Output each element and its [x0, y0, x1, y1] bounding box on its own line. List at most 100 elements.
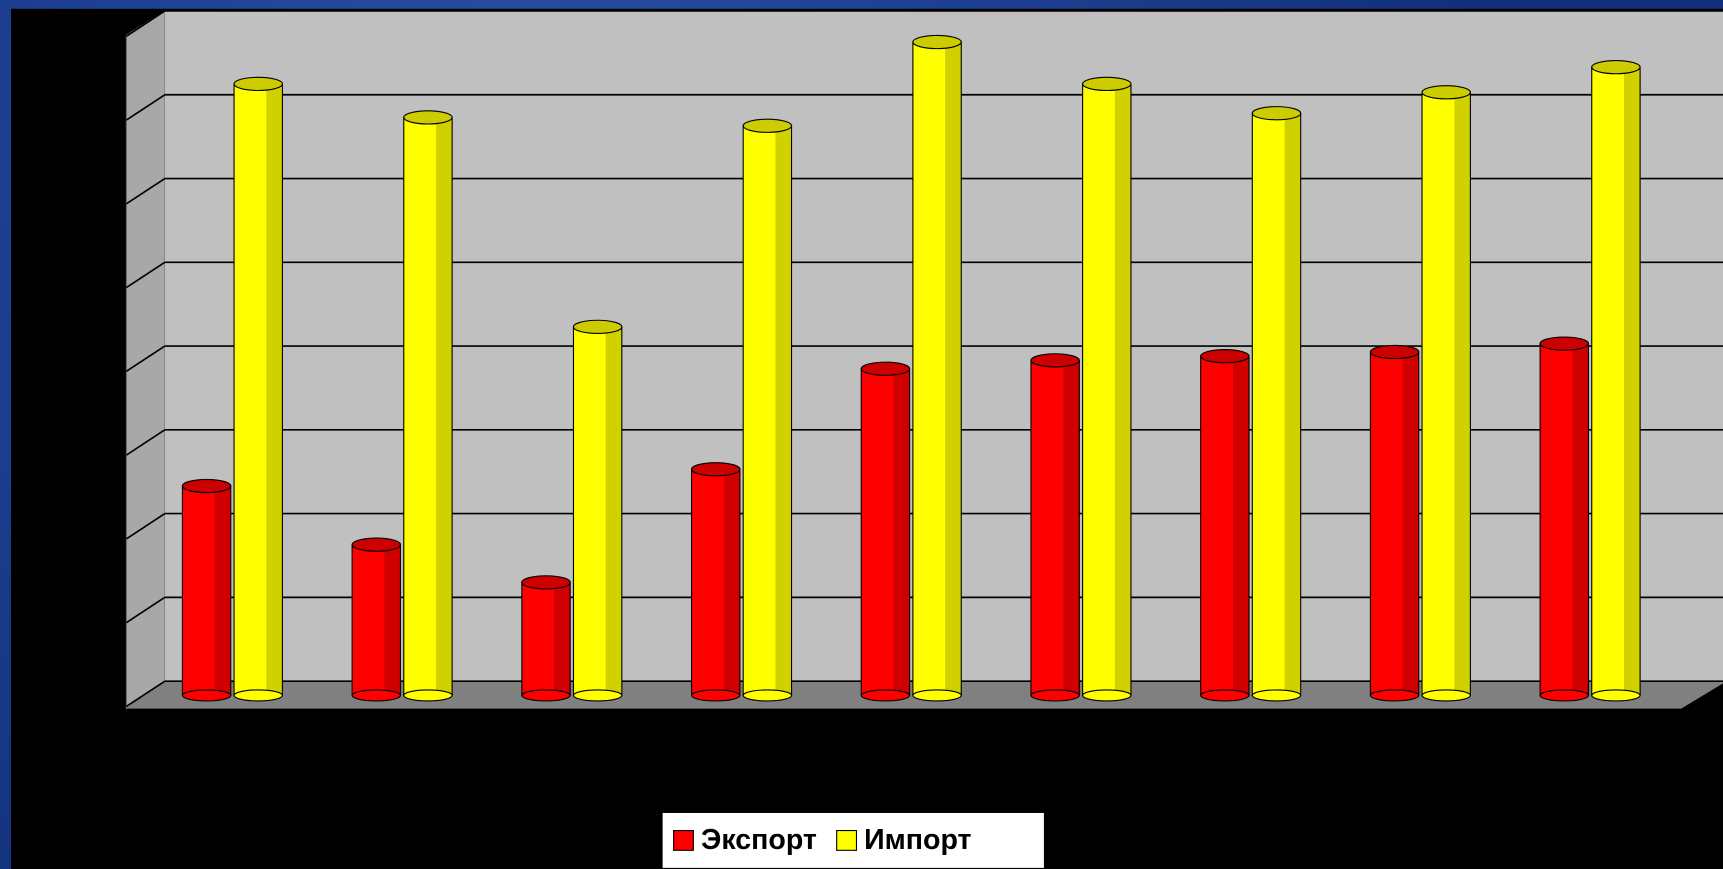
side-grid-line	[125, 512, 166, 540]
legend-swatch	[673, 829, 694, 851]
cylinder-bottom	[181, 689, 232, 702]
cylinder-top	[351, 537, 402, 552]
cylinder-body	[181, 485, 232, 696]
cylinder-shade	[723, 469, 740, 696]
cylinder	[912, 34, 962, 702]
cylinder-bottom	[912, 689, 962, 702]
cylinder-body	[1591, 66, 1641, 696]
cylinder-bottom	[1539, 689, 1590, 702]
cylinder-shade	[775, 125, 792, 696]
cylinder-bottom	[1082, 689, 1132, 702]
cylinder	[181, 478, 232, 702]
cylinder-bottom	[572, 689, 623, 702]
cylinder-body	[742, 125, 793, 696]
cylinder-body	[233, 83, 283, 696]
side-grid-line	[125, 680, 166, 708]
legend-label: Импорт	[864, 824, 971, 856]
side-grid-line	[125, 345, 166, 373]
cylinder-bottom	[403, 689, 453, 702]
cylinder	[1082, 76, 1132, 702]
side-grid-line	[125, 94, 166, 121]
cylinder	[1421, 85, 1471, 702]
cylinder-top	[860, 361, 911, 376]
cylinder	[1591, 60, 1641, 702]
cylinder	[233, 76, 283, 702]
cylinder-top	[1030, 353, 1080, 368]
cylinder-body	[403, 116, 453, 696]
cylinder-top	[521, 575, 571, 590]
cylinder-top	[1251, 106, 1302, 121]
cylinder-shade	[436, 117, 453, 696]
cylinder-shade	[1063, 360, 1080, 696]
cylinder-bottom	[1200, 689, 1250, 702]
cylinder	[572, 319, 623, 702]
cylinder	[860, 361, 911, 702]
cylinder	[351, 537, 402, 702]
cylinder-bottom	[233, 689, 283, 702]
cylinder-body	[572, 326, 623, 696]
side-grid-line	[125, 261, 166, 289]
cylinder-top	[1082, 76, 1132, 92]
cylinder-top	[1421, 85, 1471, 100]
side-grid-line	[125, 10, 166, 37]
cylinder-shade	[214, 485, 231, 696]
cylinder	[1200, 349, 1250, 702]
cylinder-bottom	[1591, 689, 1641, 702]
cylinder-bottom	[1369, 689, 1420, 702]
cylinder-shade	[1284, 113, 1301, 696]
cylinder-top	[690, 462, 741, 477]
side-grid-line	[125, 429, 166, 456]
side-grid-line	[125, 596, 166, 624]
cylinder	[521, 575, 571, 702]
cylinder-top	[181, 478, 232, 494]
cylinder-shade	[1402, 351, 1419, 696]
cylinder	[1539, 336, 1590, 702]
cylinder	[403, 110, 453, 702]
cylinder	[742, 118, 793, 702]
cylinder-shade	[1114, 83, 1131, 696]
cylinder-shade	[893, 368, 910, 696]
cylinder-top	[233, 76, 283, 92]
cylinder-top	[1200, 349, 1250, 364]
cylinder-body	[1082, 83, 1132, 696]
cylinder-body	[1030, 359, 1080, 696]
cylinder-top	[1591, 60, 1641, 75]
cylinder-bottom	[1421, 689, 1471, 702]
cylinder-bottom	[690, 689, 741, 702]
cylinder-body	[690, 468, 741, 696]
cylinder-body	[1421, 91, 1471, 696]
cylinder-shade	[554, 582, 571, 696]
cylinder-body	[521, 581, 571, 696]
cylinder-bottom	[1251, 689, 1302, 702]
cylinder	[1369, 344, 1420, 702]
cylinder-shade	[605, 326, 622, 696]
cylinder-top	[1539, 336, 1590, 351]
cylinder-body	[351, 544, 402, 696]
cylinder-shade	[384, 544, 401, 696]
side-grid-line	[125, 177, 166, 205]
cylinder-bottom	[1030, 689, 1080, 702]
cylinder-top	[572, 319, 623, 334]
cylinder-bottom	[860, 689, 911, 702]
cylinder-top	[742, 118, 793, 133]
cylinder-top	[403, 110, 453, 125]
cylinder	[690, 462, 741, 702]
cylinder	[1030, 353, 1080, 702]
cylinder-shade	[1572, 343, 1589, 696]
cylinder-shade	[1232, 356, 1250, 696]
cylinder-top	[1369, 344, 1420, 360]
legend-swatch	[836, 829, 858, 851]
cylinder-shade	[266, 83, 283, 696]
cylinder-shade	[945, 42, 962, 696]
cylinder-shade	[1623, 67, 1641, 696]
cylinder-shade	[1454, 92, 1471, 696]
cylinder-body	[1369, 351, 1420, 696]
legend-label: Экспорт	[701, 824, 817, 856]
cylinder-bottom	[742, 689, 793, 702]
cylinder	[1251, 106, 1302, 702]
cylinder-bottom	[521, 689, 571, 702]
cylinder-top	[912, 34, 962, 50]
cylinder-bottom	[351, 689, 402, 702]
